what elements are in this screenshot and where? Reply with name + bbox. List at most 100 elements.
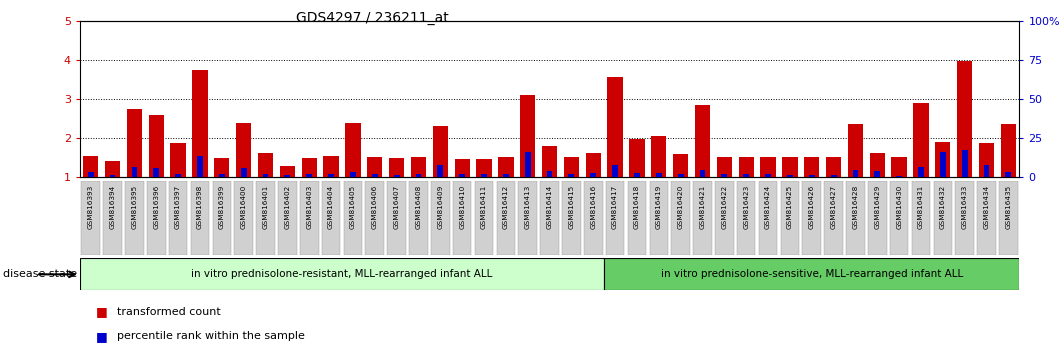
Bar — [525, 152, 531, 177]
Bar — [105, 161, 120, 177]
Bar — [453, 181, 471, 255]
Bar — [147, 181, 166, 255]
Text: GSM816395: GSM816395 — [132, 184, 137, 229]
Bar — [761, 157, 776, 177]
Bar — [197, 156, 203, 177]
Text: in vitro prednisolone-resistant, MLL-rearranged infant ALL: in vitro prednisolone-resistant, MLL-rea… — [192, 269, 493, 279]
Bar — [912, 181, 930, 255]
Bar — [110, 175, 116, 177]
Bar — [410, 181, 428, 255]
Text: GSM816426: GSM816426 — [809, 184, 815, 229]
Bar — [280, 166, 295, 177]
Bar — [933, 181, 952, 255]
Text: GSM816434: GSM816434 — [983, 184, 990, 229]
Bar — [389, 158, 404, 177]
Bar — [371, 174, 378, 177]
Text: GSM816414: GSM816414 — [547, 184, 552, 229]
Bar — [214, 158, 230, 177]
Bar — [518, 181, 537, 255]
Bar — [497, 181, 515, 255]
Bar — [321, 181, 340, 255]
Bar — [983, 165, 990, 177]
Text: GSM816429: GSM816429 — [875, 184, 880, 229]
Bar — [1001, 124, 1016, 177]
Text: GSM816402: GSM816402 — [284, 184, 290, 229]
Text: GSM816400: GSM816400 — [240, 184, 247, 229]
Bar — [584, 181, 602, 255]
Bar — [802, 181, 821, 255]
Bar — [547, 171, 552, 177]
Bar — [475, 181, 494, 255]
Text: GSM816418: GSM816418 — [634, 184, 639, 229]
Bar — [634, 173, 639, 177]
Bar — [257, 153, 273, 177]
Text: GSM816396: GSM816396 — [153, 184, 160, 229]
Bar — [284, 175, 290, 177]
Bar — [935, 142, 950, 177]
Text: GSM816394: GSM816394 — [110, 184, 116, 229]
Bar — [896, 176, 902, 177]
Bar — [608, 76, 622, 177]
Bar — [153, 169, 160, 177]
Bar — [193, 70, 207, 177]
Bar — [234, 181, 253, 255]
Bar — [826, 157, 842, 177]
Text: GSM816427: GSM816427 — [831, 184, 836, 229]
Text: GSM816419: GSM816419 — [655, 184, 662, 229]
Bar — [328, 174, 334, 177]
Bar — [913, 103, 929, 177]
Bar — [306, 174, 312, 177]
Bar — [149, 115, 164, 177]
Bar — [481, 174, 487, 177]
Text: GSM816399: GSM816399 — [219, 184, 225, 229]
Bar — [628, 181, 646, 255]
Bar — [365, 181, 384, 255]
Text: GSM816409: GSM816409 — [437, 184, 444, 229]
Text: GSM816401: GSM816401 — [263, 184, 268, 229]
Bar — [344, 181, 362, 255]
Bar — [176, 174, 181, 177]
Bar — [700, 170, 705, 177]
Bar — [170, 143, 186, 177]
Text: GDS4297 / 236211_at: GDS4297 / 236211_at — [296, 11, 449, 25]
Bar — [825, 181, 843, 255]
Bar — [957, 61, 972, 177]
Bar — [605, 181, 625, 255]
Text: ■: ■ — [96, 305, 107, 318]
Bar — [477, 159, 492, 177]
Text: GSM816417: GSM816417 — [612, 184, 618, 229]
Text: disease state: disease state — [3, 269, 78, 279]
Bar — [846, 181, 865, 255]
Bar — [744, 174, 749, 177]
Bar — [88, 172, 94, 177]
Bar — [649, 181, 668, 255]
Bar — [695, 105, 710, 177]
Bar — [612, 165, 618, 177]
Text: GSM816431: GSM816431 — [918, 184, 924, 229]
Bar — [715, 181, 734, 255]
Bar — [875, 171, 880, 177]
Bar — [498, 157, 514, 177]
Bar — [103, 181, 122, 255]
Bar — [787, 175, 793, 177]
Bar — [411, 157, 426, 177]
Text: ■: ■ — [96, 330, 107, 343]
Bar — [213, 181, 231, 255]
Bar — [256, 181, 275, 255]
Text: GSM816413: GSM816413 — [525, 184, 531, 229]
Text: GSM816407: GSM816407 — [394, 184, 400, 229]
Bar — [629, 139, 645, 177]
Bar — [759, 181, 778, 255]
Bar — [651, 136, 666, 177]
Bar — [781, 181, 799, 255]
Bar — [890, 181, 909, 255]
Bar — [367, 157, 382, 177]
Bar — [503, 174, 509, 177]
Bar — [416, 174, 421, 177]
Text: transformed count: transformed count — [117, 307, 221, 316]
Text: GSM816408: GSM816408 — [415, 184, 421, 229]
Bar — [323, 156, 338, 177]
Bar — [674, 154, 688, 177]
Bar — [387, 181, 405, 255]
Text: GSM816422: GSM816422 — [721, 184, 728, 229]
